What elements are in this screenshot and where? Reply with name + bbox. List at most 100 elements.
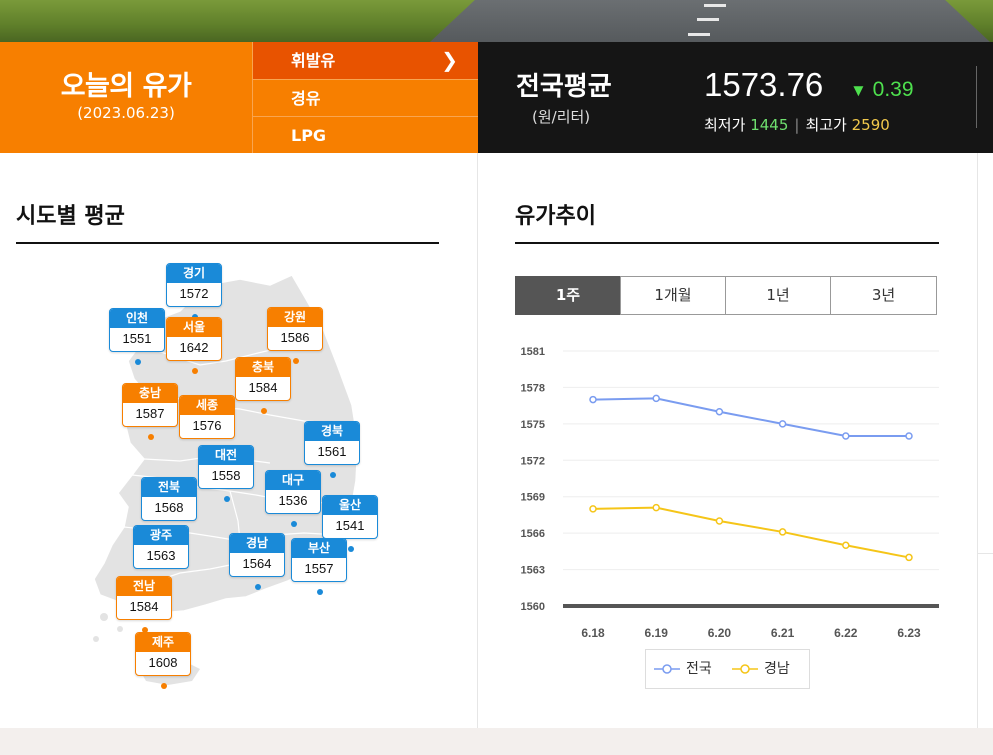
region-section-title: 시도별 평균	[16, 204, 125, 229]
data-point	[778, 528, 787, 536]
island-shape	[93, 636, 99, 642]
region-pin-name: 대구	[266, 471, 320, 490]
data-point	[905, 553, 913, 562]
region-pin-name: 경기	[167, 264, 221, 283]
down-arrow-icon: ▼	[850, 81, 867, 100]
max-price-value: 2590	[851, 116, 890, 134]
header-divider	[976, 66, 977, 128]
region-pin-value: 1558	[211, 468, 241, 483]
road-banner-image	[0, 0, 993, 42]
region-pin-dot	[330, 472, 336, 478]
island-shape	[100, 613, 108, 621]
today-title: 오늘의 유가	[60, 71, 192, 102]
tab-3-years[interactable]: 3년	[830, 276, 937, 315]
region-pin[interactable]: 전북 1568	[141, 477, 197, 534]
region-pin[interactable]: 충북 1584	[235, 357, 291, 414]
legend-item-nation[interactable]: 전국	[654, 650, 712, 688]
region-pin-value: 1564	[242, 556, 272, 571]
tab-diesel[interactable]: 경유	[252, 79, 478, 116]
region-pin-name: 울산	[323, 496, 377, 515]
data-point	[715, 517, 724, 525]
region-pin-value: 1608	[148, 655, 178, 670]
national-average-title: 전국평균	[516, 72, 612, 102]
y-tick-label: 1575	[521, 419, 545, 431]
region-pin[interactable]: 제주 1608	[135, 632, 191, 689]
data-point	[652, 394, 660, 403]
region-pin[interactable]: 대구 1536	[265, 470, 321, 527]
tab-1-week[interactable]: 1주	[515, 276, 621, 315]
data-point	[589, 505, 597, 513]
region-pin-name: 경북	[305, 422, 359, 441]
x-tick-label: 6.21	[771, 626, 795, 640]
legend-label-nation: 전국	[686, 661, 712, 677]
region-pin-dot	[291, 521, 297, 527]
region-pin-value: 1586	[280, 330, 310, 345]
region-pin-name: 제주	[136, 633, 190, 652]
tab-lpg-label: LPG	[291, 126, 327, 145]
series-line	[592, 506, 910, 559]
region-pin-name: 광주	[134, 526, 188, 545]
region-pin[interactable]: 경북 1561	[304, 421, 360, 478]
footer-band	[0, 728, 993, 755]
region-pin[interactable]: 강원 1586	[267, 307, 323, 364]
tab-1-month[interactable]: 1개월	[620, 276, 726, 315]
y-tick-label: 1581	[521, 346, 545, 358]
tab-lpg[interactable]: LPG	[252, 116, 478, 153]
national-average-box: 전국평균 (원/리터) 1573.76 ▼ 0.39 최저가 1445 | 최고가 …	[478, 42, 993, 153]
min-price-label: 최저가	[704, 116, 746, 134]
region-pin[interactable]: 울산 1541	[322, 495, 378, 552]
period-tabs: 1주 1개월 1년 3년	[515, 276, 937, 315]
region-pin[interactable]: 부산 1557	[291, 538, 347, 595]
region-pin-value: 1642	[179, 340, 209, 355]
region-pin[interactable]: 광주 1563	[133, 525, 189, 582]
price-change: ▼ 0.39	[850, 78, 914, 102]
chart-legend: 전국 경남	[645, 649, 810, 689]
y-tick-label: 1578	[521, 382, 545, 394]
region-pin[interactable]: 경기 1572	[166, 263, 222, 320]
x-tick-label: 6.18	[581, 626, 605, 640]
region-pin-dot	[148, 434, 154, 440]
fuel-type-tabs: 휘발유 ❯ 경유 LPG	[252, 42, 478, 153]
legend-item-gyeongnam[interactable]: 경남	[732, 650, 790, 688]
region-pin[interactable]: 인천 1551	[109, 308, 165, 365]
region-pin-value: 1568	[154, 500, 184, 515]
region-pin[interactable]: 전남 1584	[116, 576, 172, 633]
x-tick-label: 6.23	[897, 626, 921, 640]
data-point	[842, 432, 850, 440]
region-pin-dot	[224, 496, 230, 502]
y-tick-label: 1569	[521, 492, 545, 504]
region-pin-name: 부산	[292, 539, 346, 558]
region-pin-dot	[161, 683, 167, 689]
tab-1-year[interactable]: 1년	[725, 276, 831, 315]
region-pin[interactable]: 경남 1564	[229, 533, 285, 590]
region-pin-dot	[135, 359, 141, 365]
data-point	[778, 420, 787, 428]
region-pin-value: 1563	[146, 548, 176, 563]
trend-section-title: 유가추이	[515, 204, 596, 229]
min-max-prices: 최저가 1445 | 최고가 2590	[704, 114, 890, 135]
region-pin-name: 전남	[117, 577, 171, 596]
price-header: 오늘의 유가 (2023.06.23) 휘발유 ❯ 경유 LPG 전국평균 (원…	[0, 42, 993, 153]
region-pin-name: 대전	[199, 446, 253, 465]
region-pin-dot	[348, 546, 354, 552]
x-tick-label: 6.22	[834, 626, 858, 640]
region-pin[interactable]: 서울 1642	[166, 317, 222, 374]
tab-gasoline[interactable]: 휘발유 ❯	[252, 42, 478, 79]
region-pin[interactable]: 충남 1587	[122, 383, 178, 440]
legend-marker-gyeongnam	[732, 664, 758, 674]
price-change-value: 0.39	[872, 78, 914, 101]
region-pin-name: 인천	[110, 309, 164, 328]
region-pin[interactable]: 세종 1576	[179, 395, 235, 452]
x-tick-label: 6.20	[708, 626, 732, 640]
region-pin-value: 1587	[135, 406, 165, 421]
region-pin-dot	[192, 368, 198, 374]
region-pin-dot	[142, 627, 148, 633]
region-pin[interactable]: 대전 1558	[198, 445, 254, 502]
legend-marker-nation	[654, 664, 680, 674]
region-pin-dot	[317, 589, 323, 595]
national-average-unit: (원/리터)	[532, 108, 591, 126]
region-pin-value: 1576	[192, 418, 222, 433]
national-average-price: 1573.76	[704, 66, 824, 103]
y-tick-label: 1563	[521, 565, 545, 577]
region-pin-name: 강원	[268, 308, 322, 327]
